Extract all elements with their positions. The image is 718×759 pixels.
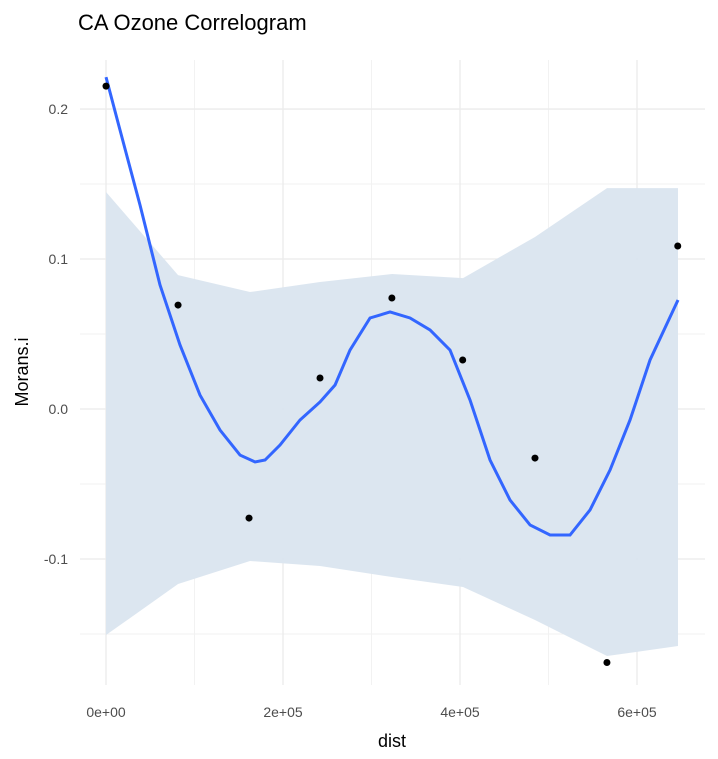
point — [388, 294, 396, 302]
point — [102, 82, 110, 90]
y-tick-label: 0.0 — [49, 401, 69, 417]
x-axis-label: dist — [378, 731, 406, 751]
point — [674, 242, 682, 250]
chart-title: CA Ozone Correlogram — [78, 10, 307, 35]
x-tick-label: 4e+05 — [440, 704, 480, 720]
point — [531, 454, 539, 462]
y-tick-label: 0.1 — [49, 251, 69, 267]
point — [316, 374, 324, 382]
point — [174, 301, 182, 309]
point — [603, 659, 611, 667]
point — [245, 514, 253, 522]
y-tick-label: 0.2 — [49, 101, 69, 117]
confidence-band — [106, 188, 679, 657]
x-tick-label: 2e+05 — [263, 704, 303, 720]
y-tick-label: -0.1 — [44, 551, 68, 567]
smooth-line — [104, 76, 680, 537]
x-tick-label: 0e+00 — [86, 704, 126, 720]
x-tick-label: 6e+05 — [617, 704, 657, 720]
point — [459, 356, 467, 364]
y-axis-label: Morans.i — [12, 337, 32, 406]
